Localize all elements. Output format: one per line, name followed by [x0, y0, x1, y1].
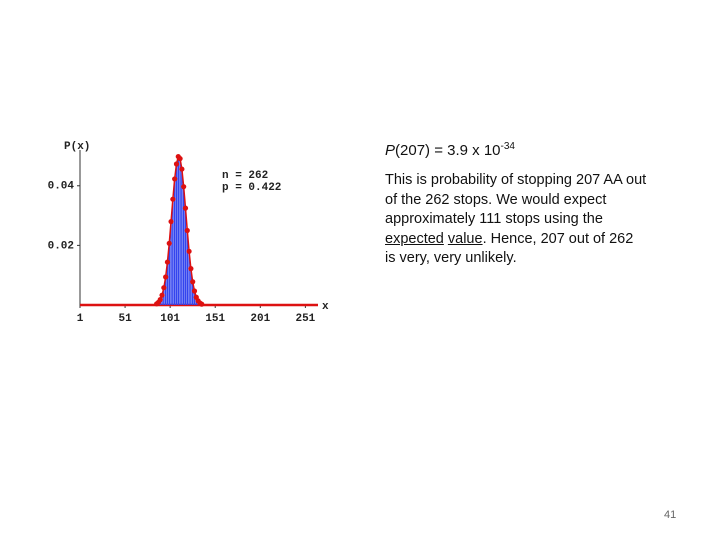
point: [172, 176, 178, 182]
annotation: p = 0.422: [222, 182, 281, 194]
y-tick-label: 0.02: [48, 240, 74, 252]
line: This is probability of stopping 207 AA o…: [385, 172, 647, 188]
annotation: n = 262: [222, 170, 268, 182]
underlined-word: value: [447, 230, 483, 247]
point: [179, 166, 185, 172]
point: [177, 156, 183, 162]
line: approximately 111 stops using the: [385, 211, 603, 227]
line: of the 262 stops. We would expect: [385, 191, 607, 208]
formula-exponent: -34: [500, 141, 515, 152]
point: [168, 218, 174, 225]
point: [166, 240, 172, 246]
y-axis-label: P(x): [64, 141, 90, 153]
point: [199, 301, 205, 307]
point: [182, 205, 189, 211]
point: [184, 227, 190, 234]
point: [188, 266, 194, 272]
formula-body: (207) = 3.9 x 10: [395, 142, 501, 159]
point: [159, 292, 165, 298]
point: [181, 184, 187, 190]
x-tick-label: 1: [77, 313, 84, 325]
x-tick-label: 51: [118, 313, 132, 325]
page-number: 41: [664, 509, 677, 521]
formula: P(207) = 3.9 x 10-34: [385, 141, 515, 159]
x-tick-label: 251: [295, 313, 315, 325]
point: [161, 285, 167, 291]
point: [191, 288, 198, 294]
paragraph: This is probability of stopping 207 AA o…: [385, 171, 646, 269]
x-axis-label: x: [322, 301, 329, 313]
x-tick-label: 151: [205, 313, 225, 325]
line-rest: . Hence, 207 out of 262: [482, 230, 634, 247]
point: [186, 248, 192, 254]
point: [190, 279, 196, 285]
point: [170, 196, 176, 202]
x-tick-label: 201: [250, 313, 270, 325]
line: expected value. Hence, 207 out of 262: [385, 230, 646, 250]
point: [173, 161, 180, 167]
point: [157, 297, 163, 303]
underlined-word: expected: [385, 230, 444, 247]
x-tick-label: 101: [160, 313, 180, 325]
line: is very, very unlikely.: [385, 250, 517, 266]
y-tick-label: 0.04: [48, 181, 75, 193]
point: [163, 274, 169, 280]
point: [164, 259, 171, 265]
formula-p: P: [385, 142, 396, 159]
